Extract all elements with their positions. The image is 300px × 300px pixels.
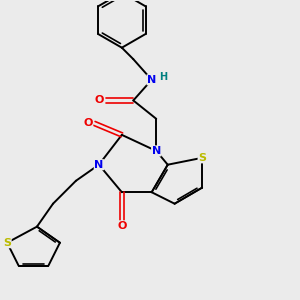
- Text: S: S: [198, 153, 206, 163]
- Text: O: O: [83, 118, 93, 128]
- Text: N: N: [94, 160, 104, 170]
- Text: N: N: [147, 75, 156, 85]
- Text: H: H: [159, 72, 167, 82]
- Text: N: N: [152, 146, 161, 156]
- Text: O: O: [95, 95, 104, 106]
- Text: S: S: [3, 238, 11, 248]
- Text: O: O: [117, 221, 127, 231]
